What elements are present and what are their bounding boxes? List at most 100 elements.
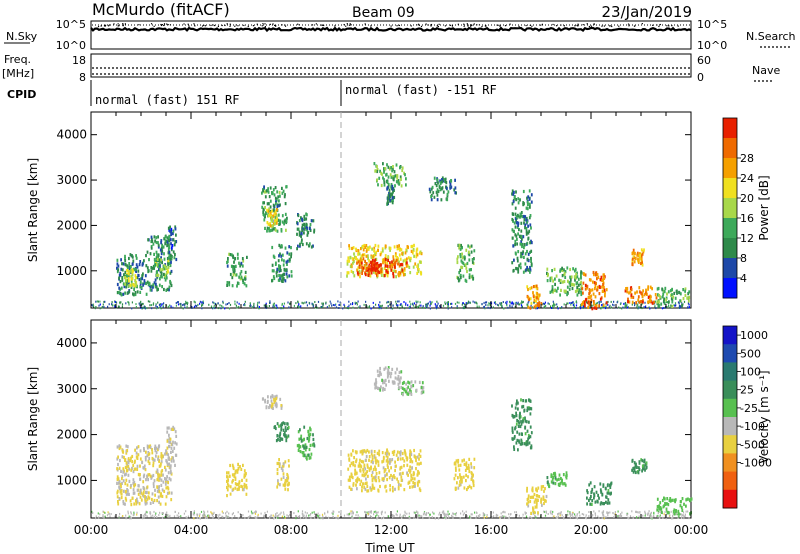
echo-patch bbox=[546, 471, 568, 489]
scatter-noise bbox=[424, 513, 426, 516]
scatter-noise bbox=[391, 307, 394, 310]
echo-patch bbox=[347, 448, 422, 493]
scatter-noise bbox=[142, 514, 144, 517]
scatter-noise bbox=[250, 304, 252, 307]
scatter-noise bbox=[447, 302, 449, 305]
scatter-noise bbox=[331, 512, 333, 515]
scatter-noise bbox=[128, 515, 130, 518]
scatter-noise bbox=[303, 514, 305, 517]
scatter-noise bbox=[103, 305, 105, 308]
scatter-noise bbox=[404, 307, 406, 310]
scatter-noise bbox=[396, 510, 398, 513]
scatter-noise bbox=[508, 516, 510, 519]
echo-patch bbox=[296, 212, 316, 251]
scatter-noise bbox=[631, 510, 633, 513]
scatter-noise bbox=[683, 517, 685, 520]
scatter-noise bbox=[207, 514, 209, 517]
scatter-noise bbox=[201, 304, 203, 307]
scatter-noise bbox=[544, 303, 546, 305]
scatter-noise bbox=[131, 307, 133, 310]
colorbar-cell bbox=[723, 326, 737, 345]
scatter-noise bbox=[475, 301, 477, 304]
scatter-noise bbox=[618, 306, 620, 309]
scatter-noise bbox=[380, 307, 382, 310]
scatter-noise bbox=[552, 510, 554, 513]
scatter-noise bbox=[210, 511, 212, 514]
scatter-noise bbox=[378, 307, 380, 310]
scatter-noise bbox=[253, 304, 255, 307]
scatter-noise bbox=[95, 306, 97, 308]
scatter-noise bbox=[327, 510, 329, 513]
scatter-noise bbox=[388, 301, 390, 304]
scatter-noise bbox=[478, 516, 480, 518]
scatter-noise bbox=[396, 304, 398, 307]
scatter-noise bbox=[228, 307, 231, 310]
scatter-noise bbox=[602, 512, 604, 515]
scatter-noise bbox=[469, 516, 471, 519]
scatter-noise bbox=[213, 304, 215, 307]
nave-tick-bottom: 0 bbox=[697, 71, 704, 84]
scatter-noise bbox=[172, 306, 174, 309]
scatter-noise bbox=[416, 306, 418, 309]
scatter-noise bbox=[474, 301, 476, 304]
scatter-noise bbox=[121, 305, 123, 308]
scatter-noise bbox=[302, 512, 304, 515]
echo-patch bbox=[586, 481, 613, 506]
scatter-noise bbox=[368, 512, 370, 515]
echo-patch bbox=[656, 286, 691, 308]
scatter-noise bbox=[102, 303, 104, 306]
scatter-noise bbox=[221, 515, 223, 518]
scatter-noise bbox=[368, 305, 371, 308]
scatter-noise bbox=[399, 513, 401, 516]
scatter-noise bbox=[444, 301, 446, 304]
scatter-noise bbox=[470, 513, 472, 516]
scatter-noise bbox=[489, 303, 491, 306]
scatter-noise bbox=[429, 304, 431, 307]
scatter-noise bbox=[544, 301, 546, 304]
scatter-noise bbox=[106, 514, 109, 517]
scatter-noise bbox=[616, 301, 618, 304]
scatter-noise bbox=[438, 517, 440, 520]
scatter-noise bbox=[548, 303, 550, 306]
scatter-noise bbox=[416, 516, 418, 519]
scatter-noise bbox=[482, 514, 484, 517]
scatter-noise bbox=[522, 516, 524, 519]
scatter-noise bbox=[273, 517, 275, 520]
scatter-noise bbox=[678, 304, 681, 307]
scatter-noise bbox=[466, 515, 468, 518]
scatter-noise bbox=[443, 513, 445, 516]
echo-patch bbox=[546, 266, 583, 297]
scatter-noise bbox=[461, 303, 463, 306]
scatter-noise bbox=[607, 514, 609, 517]
scatter-noise bbox=[524, 512, 526, 515]
scatter-noise bbox=[531, 516, 533, 519]
scatter-noise bbox=[314, 513, 316, 515]
scatter-noise bbox=[364, 511, 366, 514]
scatter-noise bbox=[359, 305, 361, 308]
scatter-noise bbox=[383, 516, 385, 519]
scatter-noise bbox=[142, 302, 144, 305]
scatter-noise bbox=[159, 303, 161, 306]
scatter-noise bbox=[187, 515, 189, 518]
scatter-noise bbox=[225, 515, 227, 517]
scatter-noise bbox=[204, 516, 206, 519]
scatter-noise bbox=[551, 513, 553, 516]
scatter-noise bbox=[222, 301, 224, 304]
y-tick-label: 1000 bbox=[56, 473, 87, 487]
scatter-noise bbox=[145, 514, 147, 517]
scatter-noise bbox=[265, 302, 267, 305]
scatter-noise bbox=[677, 301, 680, 304]
scatter-noise bbox=[143, 305, 145, 308]
scatter-noise bbox=[103, 300, 105, 303]
x-axis-title: Time UT bbox=[364, 541, 415, 554]
scatter-noise bbox=[401, 304, 403, 307]
scatter-noise bbox=[235, 304, 237, 307]
scatter-noise bbox=[225, 303, 227, 306]
scatter-noise bbox=[561, 306, 563, 309]
scatter-noise bbox=[505, 515, 507, 518]
scatter-noise bbox=[412, 303, 414, 306]
scatter-noise bbox=[462, 513, 464, 516]
scatter-noise bbox=[448, 513, 450, 515]
scatter-noise bbox=[643, 306, 645, 308]
